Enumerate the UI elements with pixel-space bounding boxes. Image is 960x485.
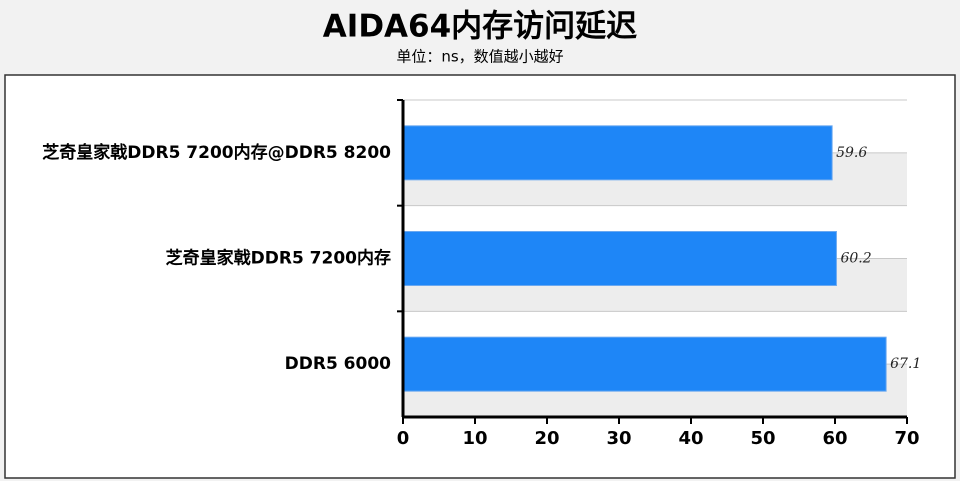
chart-subtitle: 单位：ns，数值越小越好: [396, 48, 563, 66]
y-tick-label: 芝奇皇家戟DDR5 7200内存: [166, 248, 391, 269]
x-tick-label: 50: [750, 428, 775, 449]
x-tick-label: 70: [894, 428, 919, 449]
value-label: 59.6: [836, 145, 867, 161]
chart-title: AIDA64内存访问延迟: [323, 9, 637, 45]
x-tick-label: 30: [606, 428, 631, 449]
x-tick-label: 0: [397, 428, 410, 449]
plot-area: 0 10 20 30 40 50 60 70 芝奇皇家戟DDR5 7200内存@DDR5 820…: [42, 99, 921, 449]
value-label: 67.1: [890, 356, 921, 372]
bar: [402, 336, 887, 392]
x-tick-label: 60: [822, 428, 847, 449]
bar: [402, 125, 833, 181]
x-tick-label: 40: [678, 428, 703, 449]
x-tick-label: 10: [462, 428, 487, 449]
y-tick-label: DDR5 6000: [285, 354, 392, 374]
value-label: 60.2: [840, 251, 871, 267]
x-tick-label: 20: [534, 428, 559, 449]
bar: [402, 231, 837, 286]
y-tick-label: 芝奇皇家戟DDR5 7200内存@DDR5 8200: [42, 142, 391, 163]
